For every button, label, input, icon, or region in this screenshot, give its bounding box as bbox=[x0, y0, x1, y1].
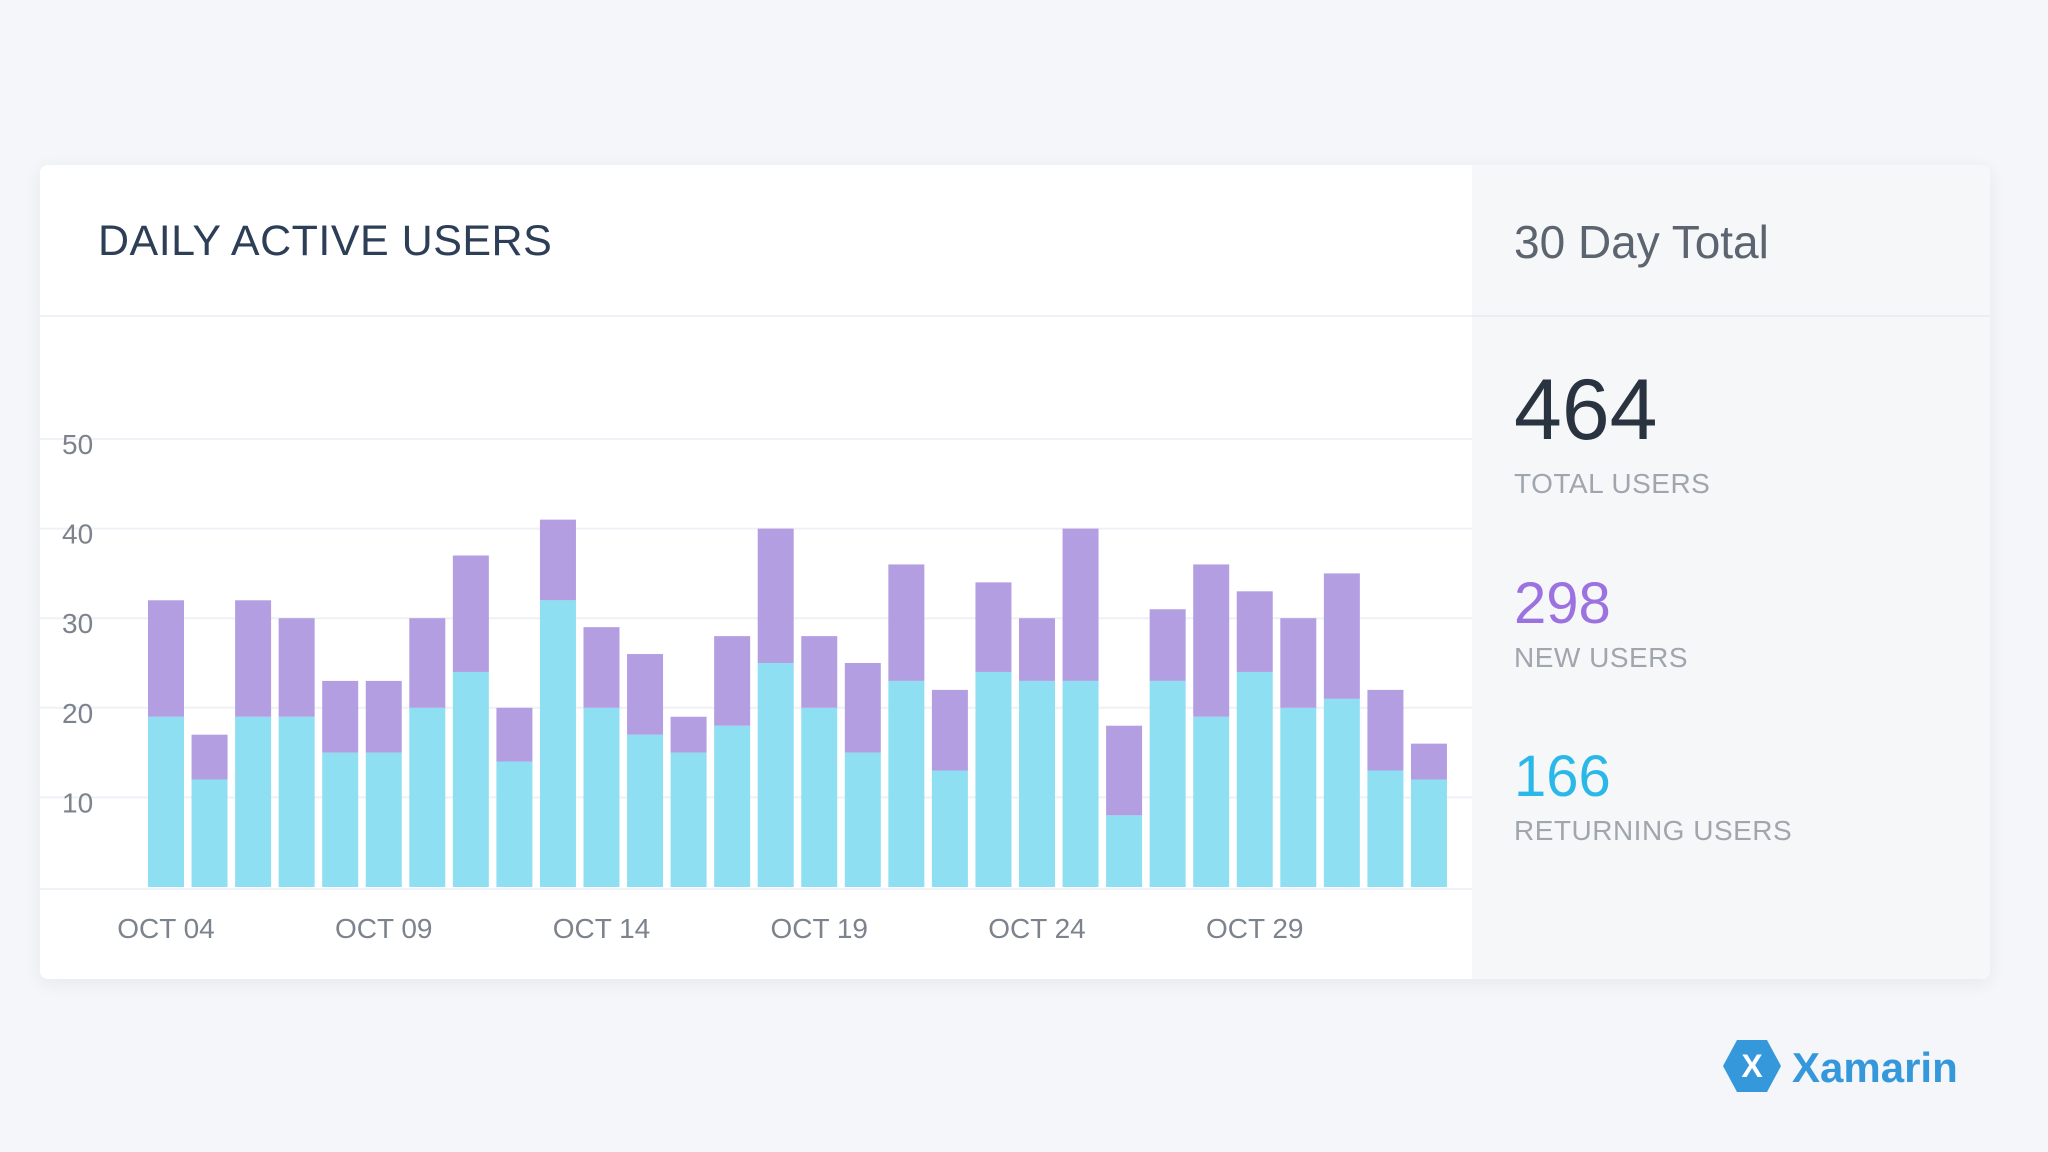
bar-new-users bbox=[191, 734, 228, 780]
y-tick-label: 30 bbox=[62, 608, 93, 639]
total-users-label: TOTAL USERS bbox=[1514, 468, 1711, 499]
bar-returning-users bbox=[1410, 779, 1447, 887]
bar-returning-users bbox=[1323, 698, 1360, 887]
dashboard-card: DAILY ACTIVE USERS 10 20 30 40 50 OCT 04 OCT 0… bbox=[40, 165, 1990, 979]
bar-new-users bbox=[757, 528, 794, 663]
new-users-value: 298 bbox=[1514, 571, 1611, 636]
y-tick-label: 40 bbox=[62, 519, 93, 550]
bar-returning-users bbox=[452, 671, 489, 887]
y-tick-label: 20 bbox=[62, 698, 93, 729]
bar-returning-users bbox=[888, 680, 925, 887]
bar-returning-users bbox=[1280, 707, 1317, 887]
bar-returning-users bbox=[496, 761, 533, 887]
bar-new-users bbox=[931, 689, 968, 771]
bar-new-users bbox=[1323, 573, 1360, 699]
bar-returning-users bbox=[191, 779, 228, 887]
bar-returning-users bbox=[583, 707, 620, 887]
bar-new-users bbox=[539, 519, 576, 601]
logo-glyph: X bbox=[1741, 1048, 1763, 1084]
bar-new-users bbox=[148, 600, 184, 717]
bar-new-users bbox=[235, 600, 272, 717]
bar-new-users bbox=[365, 680, 402, 753]
returning-users-value: 166 bbox=[1514, 744, 1611, 809]
bar-new-users bbox=[1019, 618, 1055, 681]
bar-new-users bbox=[278, 618, 315, 717]
bar-new-users bbox=[1149, 609, 1186, 681]
x-tick-label: OCT 09 bbox=[335, 913, 433, 944]
bar-new-users bbox=[452, 555, 489, 672]
x-tick-label: OCT 24 bbox=[988, 913, 1086, 944]
bar-new-users bbox=[1236, 591, 1273, 672]
x-tick-label: OCT 04 bbox=[117, 913, 215, 944]
brand-name: Xamarin bbox=[1792, 1044, 1958, 1091]
chart-title: DAILY ACTIVE USERS bbox=[98, 217, 553, 265]
new-users-label: NEW USERS bbox=[1514, 642, 1689, 673]
bar-returning-users bbox=[844, 752, 881, 887]
y-tick-label: 50 bbox=[62, 429, 93, 460]
bar-returning-users bbox=[1367, 770, 1404, 887]
xamarin-logo-icon: X bbox=[1723, 1040, 1781, 1092]
bar-new-users bbox=[627, 654, 664, 735]
bar-returning-users bbox=[1193, 716, 1230, 887]
bar-returning-users bbox=[365, 752, 402, 887]
bar-new-users bbox=[975, 582, 1012, 672]
bar-returning-users bbox=[235, 716, 272, 887]
bar-returning-users bbox=[1236, 671, 1273, 887]
bar-new-users bbox=[496, 707, 533, 762]
bar-returning-users bbox=[975, 671, 1012, 887]
x-tick-label: OCT 29 bbox=[1206, 913, 1304, 944]
bar-returning-users bbox=[322, 752, 359, 887]
bar-new-users bbox=[583, 627, 620, 708]
bar-new-users bbox=[1367, 689, 1404, 771]
returning-users-label: RETURNING USERS bbox=[1514, 815, 1793, 846]
x-tick-label: OCT 14 bbox=[553, 913, 651, 944]
bar-returning-users bbox=[148, 716, 184, 887]
bar-new-users bbox=[1410, 743, 1447, 780]
bar-new-users bbox=[1106, 725, 1143, 816]
chart-header: DAILY ACTIVE USERS bbox=[40, 165, 1472, 317]
x-tick-label: OCT 19 bbox=[770, 913, 868, 944]
summary-panel: 30 Day Total 464 TOTAL USERS 298 NEW USE… bbox=[1472, 165, 1990, 979]
bar-returning-users bbox=[1149, 680, 1186, 887]
bar-new-users bbox=[1193, 564, 1230, 717]
bar-returning-users bbox=[801, 707, 838, 887]
summary-header: 30 Day Total bbox=[1472, 165, 1990, 317]
bar-new-users bbox=[888, 564, 925, 681]
bar-new-users bbox=[1280, 618, 1317, 708]
daily-active-users-chart: 10 20 30 40 50 OCT 04 OCT 09 OCT 14 OCT 19 OCT 24… bbox=[40, 429, 1472, 944]
bar-returning-users bbox=[409, 707, 446, 887]
chart-panel: DAILY ACTIVE USERS 10 20 30 40 50 OCT 04 OCT 0… bbox=[40, 165, 1472, 979]
bar-new-users bbox=[844, 663, 881, 753]
bar-new-users bbox=[409, 618, 446, 708]
bar-returning-users bbox=[1062, 680, 1099, 887]
bar-new-users bbox=[322, 680, 359, 753]
bar-returning-users bbox=[278, 716, 315, 887]
bar-returning-users bbox=[1019, 680, 1055, 887]
bar-returning-users bbox=[539, 600, 576, 887]
bar-returning-users bbox=[931, 770, 968, 887]
total-users-value: 464 bbox=[1514, 362, 1658, 458]
y-tick-label: 10 bbox=[62, 787, 93, 818]
bar-new-users bbox=[801, 636, 838, 708]
summary-title: 30 Day Total bbox=[1514, 216, 1769, 268]
bar-returning-users bbox=[627, 734, 664, 887]
bar-new-users bbox=[670, 716, 707, 753]
bar-returning-users bbox=[670, 752, 707, 887]
bar-new-users bbox=[1062, 528, 1099, 681]
bar-returning-users bbox=[1106, 815, 1143, 887]
bar-returning-users bbox=[757, 663, 794, 887]
bar-new-users bbox=[714, 636, 751, 726]
bar-returning-users bbox=[714, 725, 751, 887]
